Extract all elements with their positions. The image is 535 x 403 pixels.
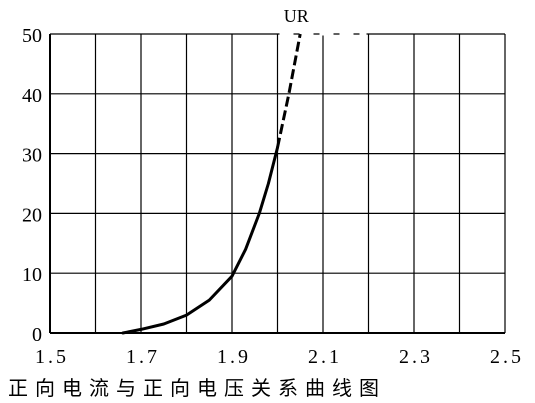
y-tick-label: 0 xyxy=(32,324,42,346)
series-label-ur: UR xyxy=(284,6,309,26)
plot-grid xyxy=(49,33,506,334)
x-tick-label: 1.7 xyxy=(126,346,160,368)
x-tick-label: 2.1 xyxy=(308,346,342,368)
y-axis-ticks: 0 10 20 30 40 50 xyxy=(22,25,42,346)
x-tick-label: 1.9 xyxy=(217,346,251,368)
series-line xyxy=(121,146,279,335)
x-tick-label: 2.3 xyxy=(399,346,433,368)
series-line-extrapolated xyxy=(276,33,302,148)
y-tick-label: 40 xyxy=(22,85,42,107)
x-tick-label: 1.5 xyxy=(35,346,69,368)
y-tick-label: 10 xyxy=(22,264,42,286)
chart: 0 10 20 30 40 50 1.5 1.7 1.9 2.1 2.3 2.5 UR xyxy=(22,6,524,368)
figure-caption: 正向电流与正向电压关系曲线图 xyxy=(8,376,386,400)
plot-area xyxy=(121,32,367,335)
x-axis-ticks: 1.5 1.7 1.9 2.1 2.3 2.5 xyxy=(35,346,524,368)
y-tick-label: 50 xyxy=(22,25,42,47)
x-tick-label: 2.5 xyxy=(490,346,524,368)
y-tick-label: 20 xyxy=(22,204,42,226)
y-tick-label: 30 xyxy=(22,145,42,167)
